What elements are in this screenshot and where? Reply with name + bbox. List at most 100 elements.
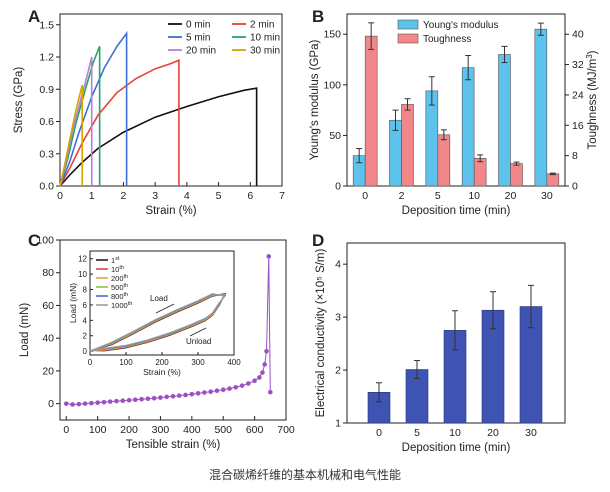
- panel-c-inset-unload-arrow: [189, 327, 207, 337]
- panel-c-point-18: [176, 393, 182, 398]
- panel-c-inset-legend-label-1st: 1st: [111, 256, 120, 265]
- panel-b-y2-label-sup: 3: [585, 54, 594, 59]
- panel-a-series-line-5: [59, 84, 83, 187]
- panel-c-inset-x-tick-200: 200: [155, 358, 169, 367]
- panel-a-legend-label-2: 5 min: [186, 33, 210, 44]
- panel-c-x-tick-300: 300: [152, 424, 170, 436]
- panel-c-x-tick-0: 0: [63, 424, 69, 436]
- panel-label-b: B: [312, 7, 324, 26]
- panel-c-point-24: [214, 388, 220, 394]
- panel-c-inset-y-tick-0: 0: [83, 347, 88, 356]
- panel-b-y2-tick-24: 24: [572, 89, 584, 101]
- panel-b-y2-tick-0: 0: [572, 181, 578, 193]
- panel-b-x-tick-20: 20: [505, 190, 517, 202]
- panel-c-point-36: [268, 389, 273, 395]
- panel-b-y2-tick-16: 16: [572, 120, 584, 132]
- panel-c-point-11: [133, 397, 138, 403]
- panel-c-inset-annotation-load: Load: [150, 294, 168, 303]
- panel-a-y-label: Stress (GPa): [13, 67, 25, 134]
- panel-b-bar-toughness-30: [546, 173, 560, 187]
- panel-b-x-tick-2: 2: [399, 190, 405, 202]
- panel-a-x-label: Strain (%): [145, 205, 196, 217]
- panel-c-inset-x-tick-400: 400: [227, 358, 241, 367]
- panel-b-y2-tick-40: 40: [572, 29, 584, 41]
- panel-c-inset-legend-sup-200th: th: [124, 274, 129, 280]
- panel-b-frame: [346, 13, 566, 187]
- panel-b-x-tick-10: 10: [468, 190, 480, 202]
- panel-c-point-9: [120, 398, 126, 403]
- panel-b-bar-toughness-5: [437, 134, 451, 187]
- panel-a-legend-label-1: 2 min: [250, 20, 274, 31]
- panel-c-inset-y-tick-12: 12: [78, 255, 87, 264]
- panel-c-frame: [59, 239, 287, 421]
- panel-c-point-33: [262, 362, 267, 367]
- panel-c-point-35: [266, 254, 272, 259]
- panel-c-point-29: [246, 381, 251, 386]
- panel-c-inset-legend-label-200th: 200th: [111, 274, 128, 283]
- panel-c-inset-legend-base-1000th: 1000: [111, 301, 128, 310]
- panel-a-series-line-0: [59, 87, 258, 187]
- panel-b-bar-modulus-30: [534, 28, 548, 187]
- panel-c-y-tick-80: 80: [42, 267, 54, 279]
- panel-c-x-label: Tensible strain (%): [126, 439, 221, 451]
- panel-c-point-7: [107, 399, 113, 404]
- panel-a-legend-label-3: 10 min: [250, 33, 280, 44]
- panel-c-inset-load-arrow: [155, 303, 175, 314]
- panel-c-y-tick-60: 60: [42, 300, 54, 312]
- panel-d-x-tick-10: 10: [449, 427, 461, 439]
- panel-b-bar-modulus-10: [461, 67, 475, 187]
- panel-c-inset-annotation-unload: Unload: [186, 337, 211, 346]
- panel-b-y2-label-close: ): [587, 50, 599, 54]
- panel-c-y-tick-20: 20: [42, 365, 54, 377]
- panel-b-y-tick-50: 50: [329, 130, 341, 142]
- panel-c-inset-x-tick-300: 300: [191, 358, 205, 367]
- panel-a-frame: [59, 13, 283, 187]
- panel-label-c: C: [28, 231, 40, 250]
- panel-c-x-tick-700: 700: [277, 424, 295, 436]
- panel-c-point-21: [195, 391, 201, 396]
- panel-c-y-label: Load (mN): [19, 303, 31, 357]
- panel-d-y-tick-3: 3: [335, 312, 341, 324]
- panel-c-inset-legend-sup-500th: th: [124, 283, 129, 289]
- panel-a-x-tick-7: 7: [279, 190, 285, 202]
- panel-c-x-tick-400: 400: [183, 424, 201, 436]
- panel-b-y2-tick-32: 32: [572, 59, 584, 71]
- panel-c-inset-loop-1000th: [89, 293, 227, 352]
- panel-a-x-tick-2: 2: [121, 190, 127, 202]
- panel-b-x-label: Deposition time (min): [402, 205, 511, 217]
- panel-c-inset-legend-sup-10th: th: [119, 265, 124, 271]
- panel-b-bar-toughness-20: [510, 163, 523, 187]
- panel-c-point-12: [139, 396, 144, 402]
- panel-b-bar-toughness-0: [364, 35, 378, 187]
- panel-c-inset-legend-label-10th: 10th: [111, 265, 124, 274]
- panel-a-legend-label-4: 20 min: [186, 46, 216, 57]
- panel-a-series-line-2: [59, 30, 128, 187]
- panel-d: D 1 2 3 4 0 5 10 20 30 Deposition time (min) Electr…: [312, 231, 566, 454]
- panel-a-series-line-3: [59, 45, 101, 187]
- panel-d-y-tick-4: 4: [335, 259, 341, 271]
- panel-a-x-tick-4: 4: [184, 190, 190, 202]
- panel-a-y-tick-0.9: 0.9: [39, 84, 54, 96]
- panel-a-y-tick-1.2: 1.2: [39, 52, 54, 64]
- panel-c-inset-legend-base-200th: 200: [111, 274, 124, 283]
- panel-c-point-5: [95, 400, 100, 405]
- panel-c-inset-y-tick-4: 4: [83, 316, 88, 325]
- panel-c-inset-x-label: Strain (%): [143, 367, 181, 377]
- panel-label-a: A: [28, 7, 40, 26]
- panel-c-point-34: [264, 348, 269, 354]
- panel-b-legend-swatch-1: [397, 33, 419, 44]
- panel-b-x-tick-5: 5: [435, 190, 441, 202]
- panel-c-y-tick-0: 0: [48, 398, 54, 410]
- panel-c-point-28: [239, 383, 245, 388]
- panel-c-point-20: [189, 391, 195, 397]
- panel-c-point-25: [220, 387, 226, 393]
- panel-c-inset-y-label: Load (mN): [68, 283, 78, 323]
- panel-c-y-tick-100: 100: [36, 235, 54, 247]
- panel-c-inset-legend-base-1st: 1: [111, 256, 115, 265]
- panel-c-point-23: [208, 389, 213, 394]
- panel-c-point-22: [202, 390, 207, 395]
- panel-d-x-tick-0: 0: [376, 427, 382, 439]
- panel-c-x-tick-200: 200: [120, 424, 138, 436]
- panel-b-y-tick-100: 100: [323, 79, 341, 91]
